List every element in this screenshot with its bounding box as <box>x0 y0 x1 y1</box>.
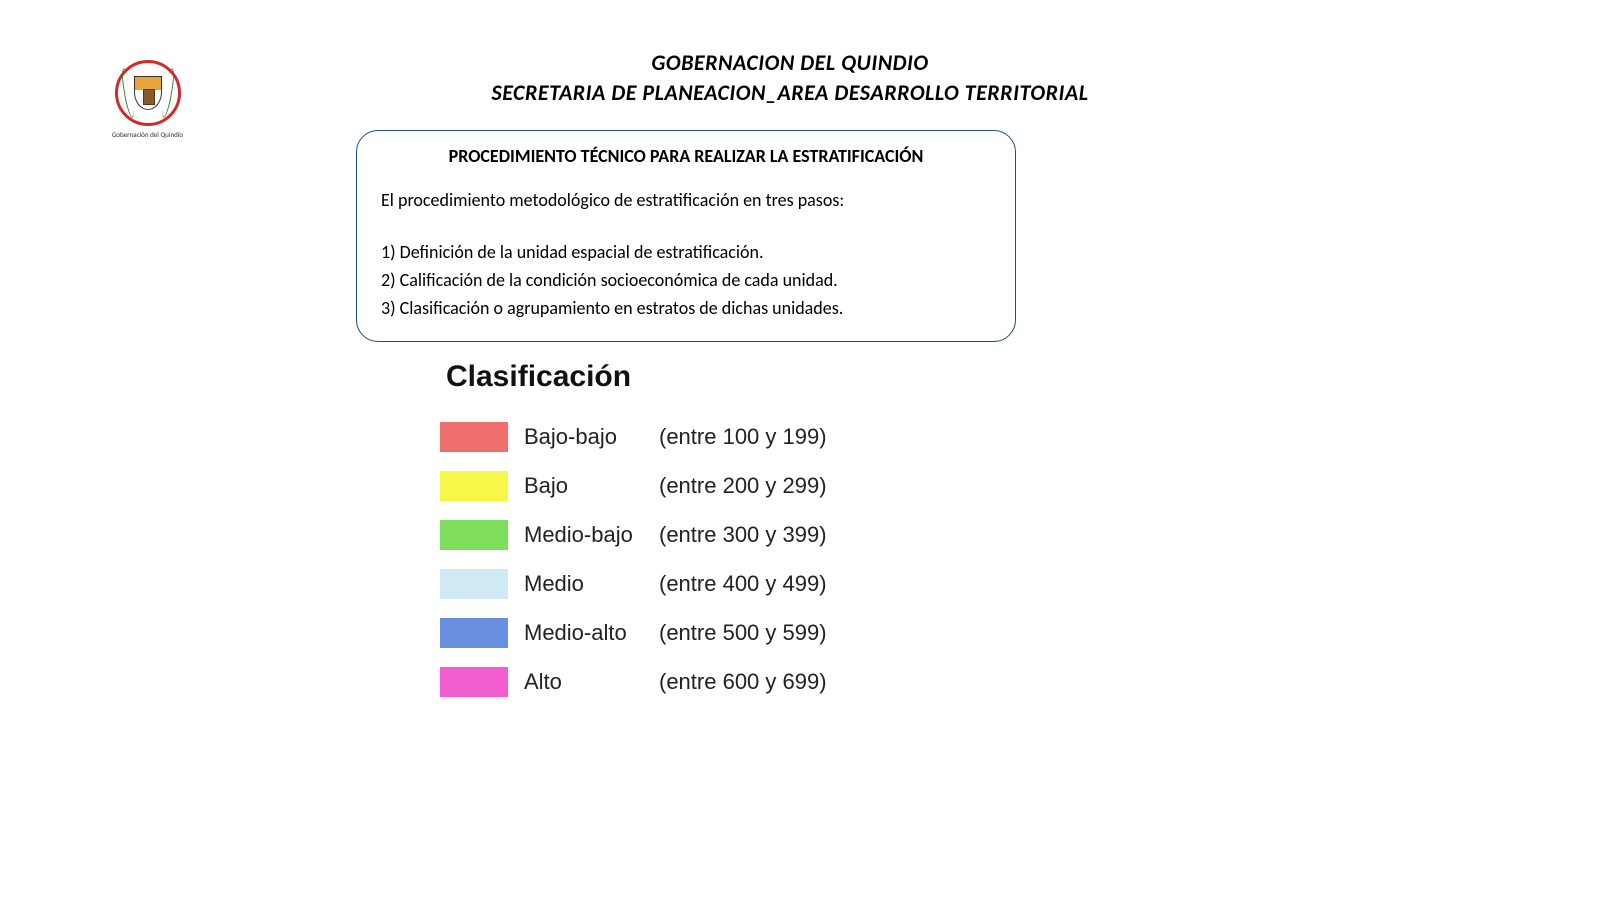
legend-label: Alto <box>524 669 659 695</box>
legend-row: Bajo(entre 200 y 299) <box>440 461 960 510</box>
org-logo: Gobernación del Quindío <box>110 60 185 139</box>
legend-row: Medio-bajo(entre 300 y 399) <box>440 510 960 559</box>
legend-range: (entre 600 y 699) <box>659 669 827 695</box>
legend-row: Medio-alto(entre 500 y 599) <box>440 608 960 657</box>
org-logo-caption: Gobernación del Quindío <box>110 130 185 139</box>
org-seal-icon <box>115 60 181 126</box>
procedure-step-3: 3) Clasificación o agrupamiento en estra… <box>375 295 997 323</box>
legend-swatch-icon <box>440 569 508 599</box>
procedure-step-1: 1) Definición de la unidad espacial de e… <box>375 239 997 267</box>
legend-range: (entre 400 y 499) <box>659 571 827 597</box>
legend-row: Bajo-bajo(entre 100 y 199) <box>440 412 960 461</box>
legend-range: (entre 200 y 299) <box>659 473 827 499</box>
legend-label: Medio-alto <box>524 620 659 646</box>
legend-swatch-icon <box>440 422 508 452</box>
classification-legend: Clasificación Bajo-bajo(entre 100 y 199)… <box>440 360 960 706</box>
legend-label: Medio-bajo <box>524 522 659 548</box>
legend-rows: Bajo-bajo(entre 100 y 199)Bajo(entre 200… <box>440 412 960 706</box>
legend-swatch-icon <box>440 618 508 648</box>
classification-title: Clasificación <box>446 360 960 394</box>
legend-label: Bajo <box>524 473 659 499</box>
header-line-2: SECRETARIA DE PLANEACION_AREA DESARROLLO… <box>491 79 1088 106</box>
legend-range: (entre 500 y 599) <box>659 620 827 646</box>
legend-range: (entre 100 y 199) <box>659 424 827 450</box>
legend-range: (entre 300 y 399) <box>659 522 827 548</box>
procedure-title: PROCEDIMIENTO TÉCNICO PARA REALIZAR LA E… <box>375 145 997 167</box>
procedure-intro: El procedimiento metodológico de estrati… <box>375 189 997 211</box>
legend-row: Alto(entre 600 y 699) <box>440 657 960 706</box>
procedure-box: PROCEDIMIENTO TÉCNICO PARA REALIZAR LA E… <box>356 130 1016 342</box>
legend-label: Medio <box>524 571 659 597</box>
legend-label: Bajo-bajo <box>524 424 659 450</box>
procedure-step-2: 2) Calificación de la condición socioeco… <box>375 267 997 295</box>
header-line-1: GOBERNACION DEL QUINDIO <box>651 49 928 76</box>
document-header: GOBERNACION DEL QUINDIO SECRETARIA DE PL… <box>340 48 1240 107</box>
legend-swatch-icon <box>440 471 508 501</box>
legend-row: Medio(entre 400 y 499) <box>440 559 960 608</box>
legend-swatch-icon <box>440 520 508 550</box>
legend-swatch-icon <box>440 667 508 697</box>
